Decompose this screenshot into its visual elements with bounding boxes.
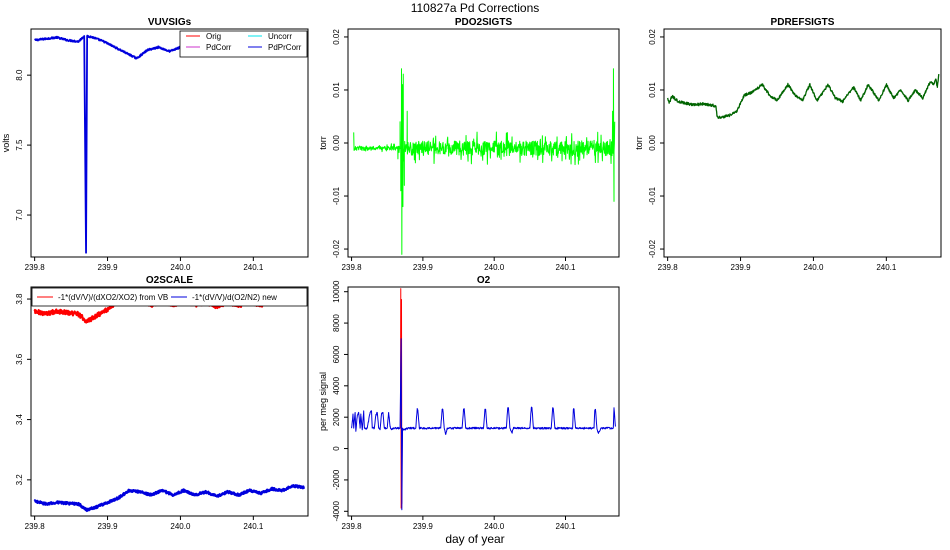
figure-xlabel: day of year xyxy=(445,532,504,546)
x-tick-label: 239.9 xyxy=(413,522,434,531)
panel-title: O2SCALE xyxy=(146,275,194,286)
figure-title: 110827a Pd Corrections xyxy=(411,1,540,15)
y-tick-label: 8000 xyxy=(332,314,341,332)
legend-box xyxy=(31,287,308,307)
plot-frame xyxy=(663,28,942,258)
plot-frame xyxy=(30,286,309,517)
x-tick-label: 240.1 xyxy=(555,263,576,272)
plot-data xyxy=(667,73,940,119)
series-line xyxy=(34,34,305,254)
y-tick-label: 6000 xyxy=(332,345,341,363)
x-tick-label: 239.9 xyxy=(413,263,434,272)
x-tick-label: 240.0 xyxy=(484,522,505,531)
legend-label: PdCorr xyxy=(206,43,232,52)
y-tick-label: 0.02 xyxy=(648,29,657,45)
x-tick-label: 239.9 xyxy=(98,263,119,272)
panel-title: VUVSIGs xyxy=(148,17,192,28)
y-tick-label: 0.00 xyxy=(332,135,341,151)
y-tick-label: 7.5 xyxy=(15,139,24,151)
plot-data xyxy=(351,288,616,511)
y-tick-label: -0.02 xyxy=(332,239,341,258)
y-tick-label: -0.02 xyxy=(648,239,657,258)
x-tick-label: 239.8 xyxy=(342,263,363,272)
x-tick-label: 239.9 xyxy=(98,522,119,531)
series-line xyxy=(667,73,940,119)
y-axis-label: per meg signal xyxy=(318,372,328,431)
panel-pdrefsigts: PDREFSIGTS 239.8 239.9 240.0 240.1 -0.02 -0.01… xyxy=(634,17,942,272)
series-line xyxy=(353,68,616,255)
y-tick-label: 2000 xyxy=(332,408,341,426)
plot-data xyxy=(34,34,305,254)
panel-o2: O2 239.8 239.9 240.0 240.1 -4000 -2000 0 2000 400… xyxy=(318,275,620,531)
legend-box xyxy=(179,30,308,58)
y-tick-label: 0.02 xyxy=(332,29,341,45)
panel-title: O2 xyxy=(477,275,491,286)
x-tick-label: 239.9 xyxy=(731,263,752,272)
series-line xyxy=(351,338,616,511)
y-tick-label: -0.01 xyxy=(648,186,657,205)
x-tick-label: 240.1 xyxy=(243,522,264,531)
y-tick-label: 0.01 xyxy=(332,82,341,98)
x-tick-label: 240.1 xyxy=(555,522,576,531)
x-tick-label: 239.8 xyxy=(25,263,46,272)
panel-pdo2sigts: PDO2SIGTS 239.8 239.9 240.0 240.1 -0.02 -0.01 0… xyxy=(318,17,620,272)
plot-data xyxy=(353,68,616,255)
x-tick-label: 240.1 xyxy=(243,263,264,272)
x-tick-label: 240.0 xyxy=(803,263,824,272)
series-line xyxy=(33,484,306,513)
y-tick-label: -0.01 xyxy=(332,186,341,205)
y-tick-label: 0 xyxy=(332,446,341,451)
plot-data xyxy=(33,294,306,513)
y-tick-label: -4000 xyxy=(332,501,341,522)
x-tick-label: 240.0 xyxy=(170,522,191,531)
y-tick-label: 3.2 xyxy=(15,474,24,486)
x-tick-label: 239.8 xyxy=(25,522,46,531)
panel-vuvsigs: VUVSIGs 239.8 239.9 240.0 240.1 7.0 7.5 8.0 volt… xyxy=(1,17,309,272)
y-tick-label: 0.01 xyxy=(648,82,657,98)
y-tick-label: 0.00 xyxy=(648,135,657,151)
legend-label: Uncorr xyxy=(268,32,292,41)
legend-label: PdPrCorr xyxy=(268,43,302,52)
plot-frame xyxy=(30,28,309,258)
legend-label: Orig xyxy=(206,32,221,41)
y-tick-label: 7.0 xyxy=(15,209,24,221)
y-tick-label: 3.4 xyxy=(15,413,24,425)
y-tick-label: 3.8 xyxy=(15,293,24,305)
panel-o2scale: O2SCALE 239.8 239.9 240.0 240.1 3.2 3.4 3.6 3.8 -… xyxy=(15,275,309,531)
y-axis-label: volts xyxy=(1,133,11,152)
x-tick-label: 239.8 xyxy=(342,522,363,531)
legend-label: -1*(dV/V)/(dXO2/XO2) from VB xyxy=(58,293,168,302)
y-tick-label: 4000 xyxy=(332,376,341,394)
plot-frame xyxy=(347,286,620,517)
y-tick-label: 10000 xyxy=(332,280,341,303)
x-tick-label: 239.8 xyxy=(658,263,679,272)
x-tick-label: 240.0 xyxy=(484,263,505,272)
y-axis-label: torr xyxy=(634,136,644,150)
panel-title: PDO2SIGTS xyxy=(455,17,513,28)
x-tick-label: 240.0 xyxy=(170,263,191,272)
x-tick-label: 240.1 xyxy=(876,263,897,272)
legend-label: -1*(dV/V)/d(O2/N2) new xyxy=(192,293,277,302)
y-tick-label: 8.0 xyxy=(15,69,24,81)
y-tick-label: 3.6 xyxy=(15,353,24,365)
y-axis-label: torr xyxy=(318,136,328,150)
y-tick-label: -2000 xyxy=(332,469,341,490)
panel-title: PDREFSIGTS xyxy=(771,17,835,28)
